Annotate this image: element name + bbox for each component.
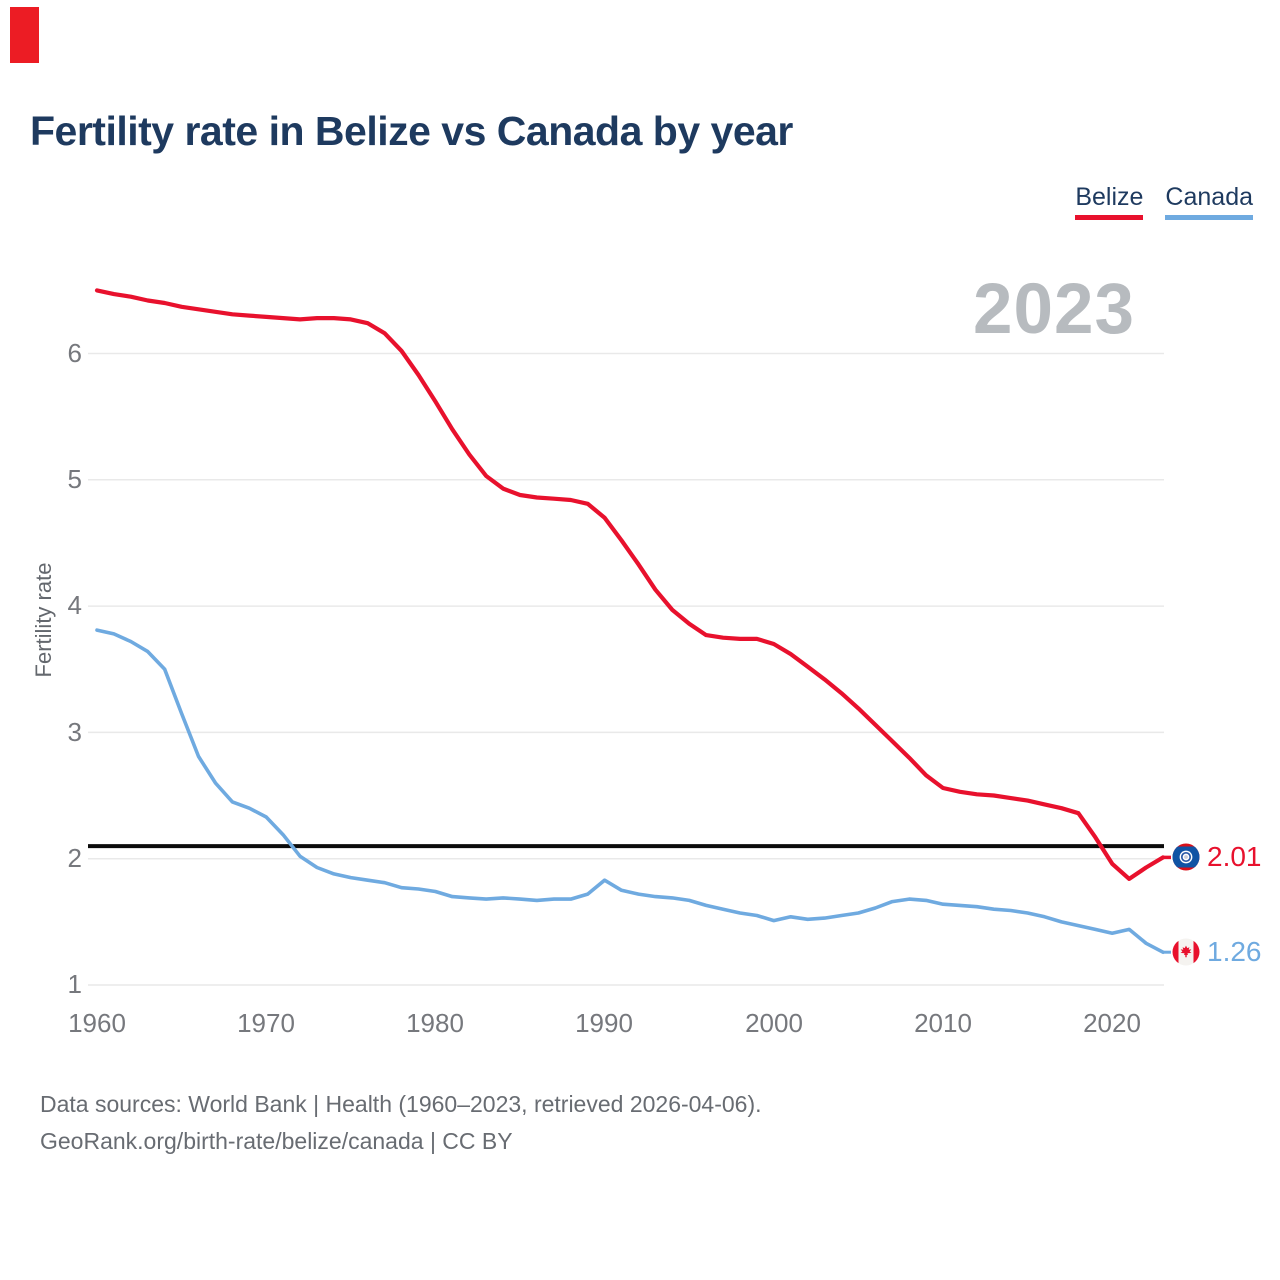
y-tick-5: 5 bbox=[67, 464, 82, 494]
x-tick-2020: 2020 bbox=[1083, 1008, 1141, 1038]
legend-item-canada[interactable]: Canada bbox=[1165, 183, 1253, 220]
belize-series-line bbox=[94, 288, 1166, 882]
legend-item-belize[interactable]: Belize bbox=[1075, 183, 1144, 220]
y-tick-1: 1 bbox=[67, 969, 82, 999]
canada-series-line bbox=[95, 628, 1165, 955]
x-tick-1960: 1960 bbox=[68, 1008, 126, 1038]
footer: Data sources: World Bank | Health (1960–… bbox=[40, 1086, 762, 1160]
footer-attribution-line: GeoRank.org/birth-rate/belize/canada | C… bbox=[40, 1128, 513, 1154]
y-tick-2: 2 bbox=[67, 843, 82, 873]
x-tick-1970: 1970 bbox=[237, 1008, 295, 1038]
x-tick-1980: 1980 bbox=[406, 1008, 464, 1038]
year-watermark: 2023 bbox=[973, 270, 1135, 349]
x-tick-2000: 2000 bbox=[745, 1008, 803, 1038]
footer-sources-line: Data sources: World Bank | Health (1960–… bbox=[40, 1091, 762, 1117]
canada-end-value: 1.26 bbox=[1207, 936, 1262, 967]
x-tick-1990: 1990 bbox=[575, 1008, 633, 1038]
gridlines bbox=[88, 352, 1164, 986]
annotation-rectangle bbox=[10, 7, 39, 63]
legend: Belize Canada bbox=[1075, 183, 1253, 220]
belize-end-value: 2.01 bbox=[1207, 841, 1262, 872]
maple-leaf-icon bbox=[1180, 945, 1192, 958]
y-tick-3: 3 bbox=[67, 717, 82, 747]
y-tick-4: 4 bbox=[67, 590, 82, 620]
chart-title: Fertility rate in Belize vs Canada by ye… bbox=[30, 108, 793, 154]
x-tick-2010: 2010 bbox=[914, 1008, 972, 1038]
canada-flag-icon bbox=[1172, 938, 1200, 966]
belize-flag-icon bbox=[1172, 843, 1200, 871]
y-tick-6: 6 bbox=[67, 338, 82, 368]
